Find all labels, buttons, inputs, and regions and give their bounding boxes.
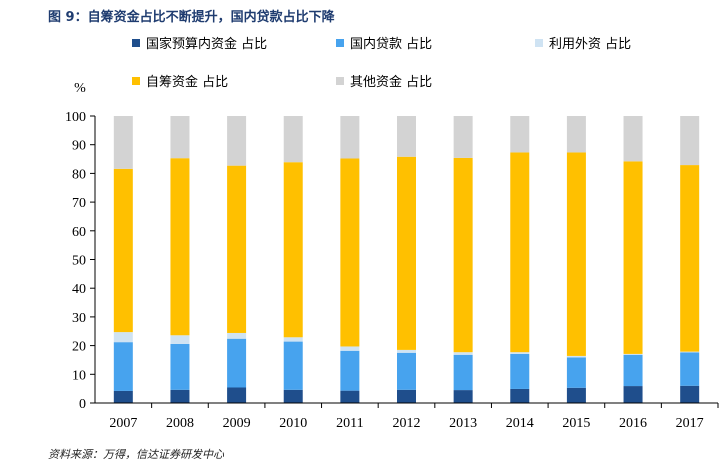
bar-segment [453, 390, 473, 403]
bar-segment [397, 389, 416, 403]
x-tick-label: 2015 [562, 416, 590, 431]
x-tick-label: 2010 [279, 416, 307, 431]
y-tick-label: 20 [72, 340, 86, 355]
y-axis-label: % [74, 81, 86, 96]
bar-segment [113, 342, 133, 391]
bar-segment [510, 353, 530, 389]
y-tick-label: 0 [79, 397, 86, 412]
bar-segment [340, 116, 360, 159]
x-tick-label: 2012 [393, 416, 421, 431]
bar-segment [680, 165, 700, 352]
y-tick-label: 80 [72, 167, 86, 182]
x-tick-label: 2017 [676, 416, 704, 431]
bar-segment [283, 341, 303, 390]
bar-segment [227, 332, 247, 339]
bar-segment [680, 352, 700, 386]
x-tick-label: 2007 [109, 416, 137, 431]
x-tick-label: 2011 [336, 416, 363, 431]
y-tick-label: 40 [72, 282, 86, 297]
bar-segment [283, 162, 303, 338]
legend-swatch [336, 77, 344, 85]
bar-segment [566, 387, 586, 403]
x-tick-label: 2008 [166, 416, 194, 431]
bar-segment [170, 389, 190, 403]
bar-segment [397, 116, 416, 157]
bar-segment [623, 353, 643, 355]
bar-segment [283, 337, 303, 342]
bar-segment [227, 387, 247, 403]
bar-segment [397, 349, 416, 353]
bar-segment [623, 161, 643, 354]
legend-swatch [535, 39, 543, 47]
figure-title: 图 9：自筹资金占比不断提升，国内贷款占比下降 [48, 10, 335, 25]
bar-segment [283, 116, 303, 163]
bar-segment [566, 116, 586, 153]
y-tick-label: 30 [72, 311, 86, 326]
bar-segment [113, 116, 133, 169]
bar-segment [566, 355, 586, 358]
legend-label: 利用外资 占比 [549, 37, 631, 52]
bar-segment [113, 168, 133, 333]
bar-segment [510, 388, 530, 403]
bar-segment [680, 116, 700, 166]
x-tick-label: 2014 [506, 416, 534, 431]
y-tick-label: 100 [65, 110, 86, 125]
bar-segment [340, 346, 360, 351]
legend-label: 国内贷款 占比 [350, 36, 432, 52]
bar-segment [340, 350, 360, 391]
bar-segment [283, 389, 303, 403]
bar-segment [623, 116, 643, 162]
x-tick-label: 2013 [449, 416, 477, 431]
y-tick-label: 60 [72, 225, 86, 240]
bar-segment [397, 352, 416, 390]
x-tick-label: 2009 [223, 416, 251, 431]
bar-segment [680, 351, 700, 353]
x-tick-label: 2016 [619, 416, 647, 431]
bar-segment [510, 116, 530, 153]
bar-segment [113, 390, 133, 403]
bar-segment [170, 158, 190, 336]
bar-segment [453, 352, 473, 355]
legend-swatch [132, 39, 140, 47]
bar-segment [510, 152, 530, 353]
bar-segment [453, 116, 473, 158]
bar-segment [113, 332, 133, 343]
bars [113, 116, 700, 403]
y-tick-label: 70 [72, 196, 86, 211]
legend-swatch [132, 77, 140, 85]
bar-segment [227, 338, 247, 388]
bar-segment [397, 156, 416, 350]
bar-segment [170, 343, 190, 390]
bar-segment [510, 352, 530, 354]
y-tick-label: 10 [72, 368, 86, 383]
y-tick-label: 90 [72, 139, 86, 154]
bar-segment [227, 165, 247, 333]
bar-segment [170, 116, 190, 159]
bar-segment [623, 386, 643, 403]
y-tick-label: 50 [72, 254, 86, 269]
axes: 0 10 20 30 40 50 60 70 80 90 100 2007 2008 2009 2010 20… [65, 110, 719, 431]
bar-segment [453, 157, 473, 353]
bar-segment [566, 152, 586, 356]
legend-label: 其他资金 占比 [350, 74, 432, 90]
bar-segment [340, 390, 360, 403]
bar-segment [340, 158, 360, 347]
bar-segment [680, 385, 700, 403]
legend-label: 国家预算内资金 占比 [146, 36, 267, 52]
bar-segment [453, 354, 473, 391]
bar-segment [170, 335, 190, 344]
legend-label: 自筹资金 占比 [146, 74, 228, 90]
bar-segment [623, 354, 643, 387]
legend-swatch [336, 39, 344, 47]
source-note: 资料来源：万得，信达证券研发中心 [48, 448, 224, 461]
bar-segment [227, 116, 247, 166]
bar-segment [566, 357, 586, 388]
